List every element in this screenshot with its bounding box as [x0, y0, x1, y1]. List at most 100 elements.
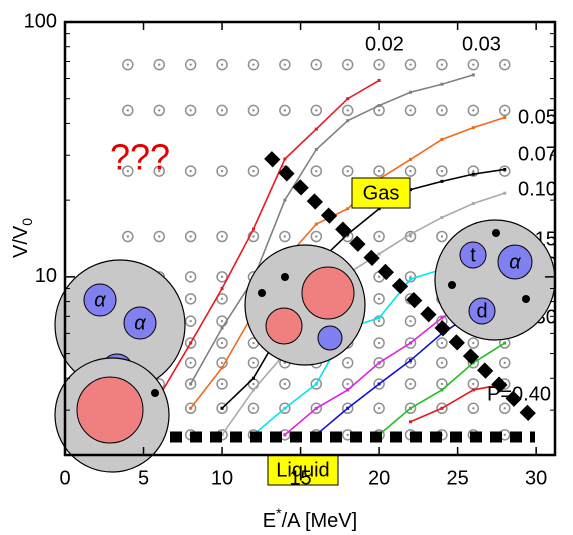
lattice-point-center: [221, 320, 223, 322]
lattice-point-center: [441, 342, 443, 344]
isobar-point: [409, 407, 412, 410]
isobar-point: [472, 173, 475, 176]
lattice-point-center: [504, 434, 506, 436]
lattice-point-center: [284, 109, 286, 111]
y-label-sub: 0: [19, 218, 35, 226]
lattice-point-center: [409, 109, 411, 111]
isobar-point: [221, 407, 224, 410]
lattice-point-center: [158, 63, 160, 65]
isobar-point: [409, 233, 412, 236]
lattice-point-center: [252, 109, 254, 111]
chart: 0.020.030.050.070.100.150.200.250.30P=0.…: [0, 0, 573, 535]
lattice-point-center: [441, 63, 443, 65]
lattice-point-center: [378, 342, 380, 344]
lattice-point-center: [284, 63, 286, 65]
isobar-point: [409, 91, 412, 94]
lattice-point-center: [189, 298, 191, 300]
lattice-point-center: [441, 109, 443, 111]
lattice-point-center: [252, 170, 254, 172]
lattice-point-center: [189, 320, 191, 322]
isobar-point: [440, 180, 443, 183]
unknown-label: ???: [110, 137, 170, 178]
y-tick-label: 100: [24, 10, 57, 32]
x-tick-label: 5: [138, 467, 149, 489]
lattice-point-center: [189, 235, 191, 237]
isobar-point: [283, 407, 286, 410]
isobar-point: [409, 158, 412, 161]
lattice-point-center: [441, 235, 443, 237]
isobar-point: [503, 116, 506, 119]
isobar-label: 0.03: [462, 33, 501, 55]
lattice-point-center: [252, 362, 254, 364]
lattice-point-center: [409, 63, 411, 65]
isobar-point: [378, 79, 381, 82]
isobar-point: [440, 216, 443, 219]
alpha-label: α: [509, 251, 521, 273]
lattice-point-center: [221, 276, 223, 278]
lattice-point-center: [472, 342, 474, 344]
lattice-point-center: [378, 235, 380, 237]
isobar-point: [252, 228, 255, 231]
x-label-rest: /A [MeV]: [282, 510, 358, 532]
x-tick-label: 30: [525, 467, 547, 489]
isobar-point: [378, 104, 381, 107]
isobar-label: 0.05: [518, 106, 557, 128]
y-axis-label: V/V0: [10, 218, 34, 258]
isobar-point: [315, 382, 318, 385]
isobar-point: [409, 278, 412, 281]
lattice-point-center: [189, 362, 191, 364]
x-tick-label: 20: [368, 467, 390, 489]
isobar-point: [346, 119, 349, 122]
x-tick-label: 25: [447, 467, 469, 489]
isobar-point: [503, 168, 506, 171]
isobar-point: [252, 388, 255, 391]
isobar-point: [346, 207, 349, 210]
y-tick-label: 10: [35, 265, 57, 287]
lattice-point-center: [315, 109, 317, 111]
lattice-point-center: [284, 235, 286, 237]
lattice-point-center: [472, 109, 474, 111]
isobar-point: [440, 83, 443, 86]
lattice-point-center: [221, 298, 223, 300]
lattice-point-center: [252, 235, 254, 237]
triton-label: t: [470, 244, 476, 266]
lattice-point-center: [409, 170, 411, 172]
lattice-point-center: [346, 434, 348, 436]
isobar-point: [221, 366, 224, 369]
lattice-point-center: [221, 170, 223, 172]
lattice-point-center: [346, 109, 348, 111]
alpha-label: α: [134, 312, 146, 334]
lattice-point-center: [441, 383, 443, 385]
isobar-point: [472, 388, 475, 391]
isobar-point: [409, 420, 412, 423]
lattice-point-center: [378, 320, 380, 322]
x-label-main: E: [263, 510, 276, 532]
lattice-point-center: [189, 63, 191, 65]
isobar-point: [503, 342, 506, 345]
lattice-point-center: [378, 170, 380, 172]
lattice-point-center: [378, 276, 380, 278]
isobar-point: [346, 407, 349, 410]
isobar-point: [378, 316, 381, 319]
lattice-point-center: [158, 109, 160, 111]
lattice-point-center: [221, 342, 223, 344]
isobar-point: [315, 223, 318, 226]
isobar-point: [346, 97, 349, 100]
isobar-point: [221, 327, 224, 330]
isobar-point: [472, 73, 475, 76]
lattice-point-center: [472, 407, 474, 409]
lattice-point-center: [221, 362, 223, 364]
lattice-point-center: [158, 235, 160, 237]
isobar-point: [440, 407, 443, 410]
isobar-point: [378, 252, 381, 255]
isobar-point: [189, 342, 192, 345]
isobar-point: [378, 361, 381, 364]
lattice-point-center: [315, 235, 317, 237]
isobar-point: [409, 359, 412, 362]
lattice-point-center: [189, 109, 191, 111]
gas-nucleus: t α d: [435, 220, 555, 340]
isobar-point: [189, 382, 192, 385]
alpha-label: α: [94, 289, 106, 311]
y-label-main: V/V: [10, 225, 32, 258]
isobar-point: [315, 128, 318, 131]
